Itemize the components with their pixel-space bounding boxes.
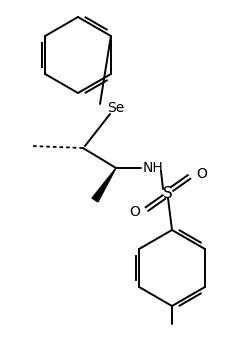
Text: O: O — [129, 205, 140, 219]
Text: O: O — [196, 167, 207, 181]
Text: S: S — [163, 186, 173, 201]
Text: NH: NH — [143, 161, 164, 175]
Polygon shape — [92, 168, 116, 202]
Text: Se: Se — [107, 101, 124, 115]
